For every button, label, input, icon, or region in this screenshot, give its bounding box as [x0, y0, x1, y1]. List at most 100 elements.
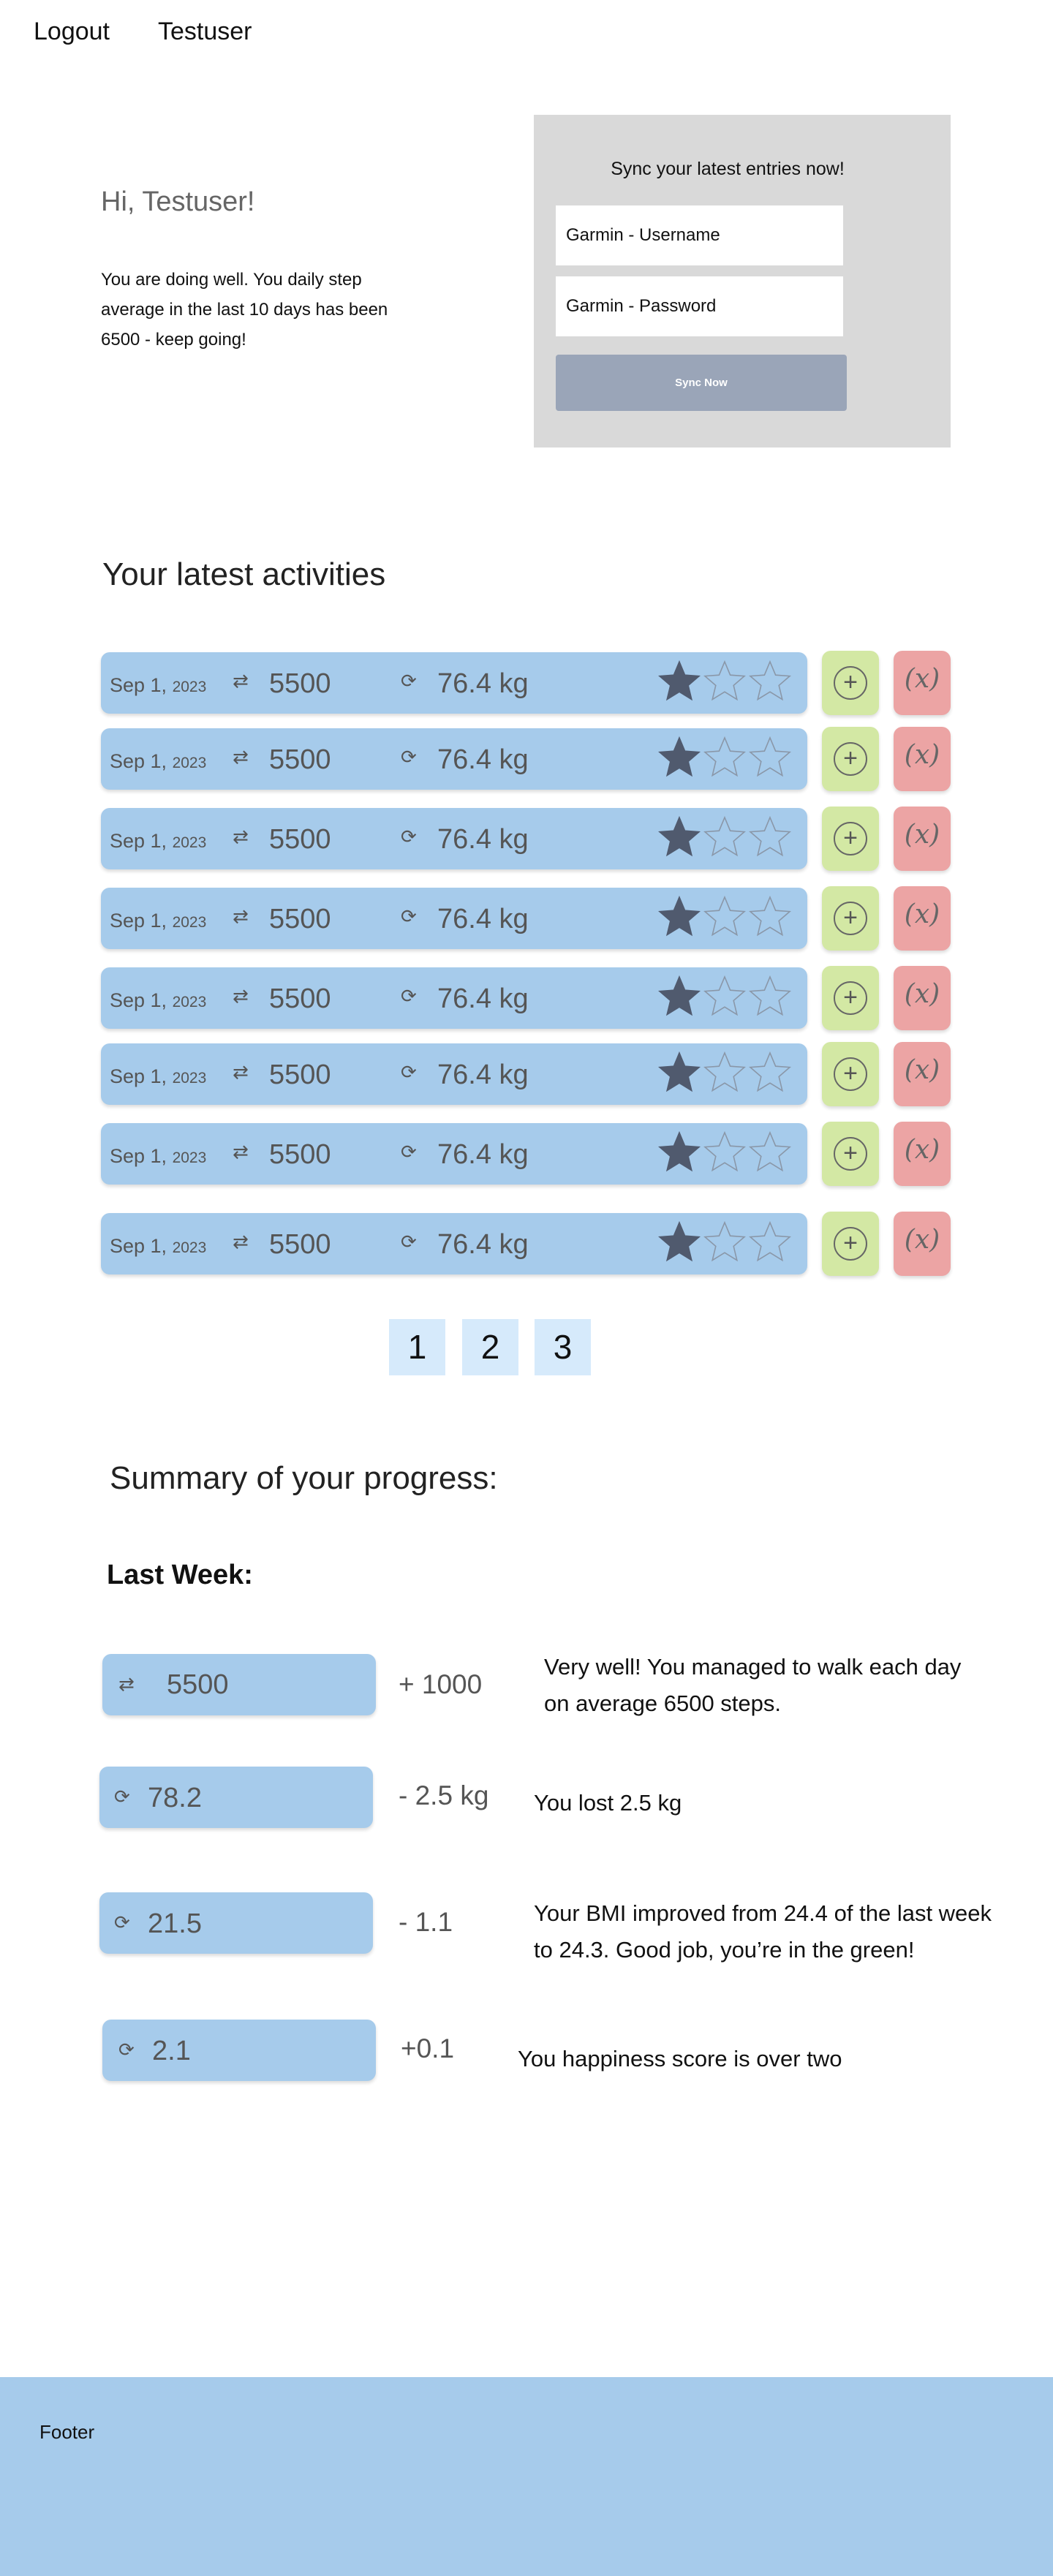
rating-star-icon[interactable] [703, 660, 746, 702]
activity-row: Sep 1, 2023 ⇄ 5500 ⟳ 76.4 kg [101, 728, 807, 790]
activity-row: Sep 1, 2023 ⇄ 5500 ⟳ 76.4 kg [101, 1123, 807, 1185]
delete-activity-button[interactable]: (x) [894, 651, 951, 715]
activity-weight: 76.4 kg [437, 668, 529, 699]
close-x-icon: (x) [904, 899, 940, 929]
rating-star-icon[interactable] [703, 815, 746, 858]
rating-star-icon[interactable] [658, 1220, 701, 1263]
rating-star-icon[interactable] [703, 1220, 746, 1263]
greeting-message: You are doing well. You daily step avera… [101, 270, 388, 350]
rating-star-icon[interactable] [658, 736, 701, 778]
summary-happiness-value: 2.1 [152, 2036, 191, 2066]
rating-star-icon[interactable] [703, 736, 746, 778]
rating-star-icon[interactable] [703, 975, 746, 1017]
swap-arrows-icon: ⇄ [233, 826, 249, 847]
activity-row: Sep 1, 2023 ⇄ 5500 ⟳ 76.4 kg [101, 1213, 807, 1274]
activity-weight: 76.4 kg [437, 1060, 529, 1090]
add-activity-button[interactable]: + [822, 1212, 879, 1276]
summary-weight-text: You lost 2.5 kg [534, 1790, 682, 1816]
add-activity-button[interactable]: + [822, 727, 879, 791]
activity-row: Sep 1, 2023 ⇄ 5500 ⟳ 76.4 kg [101, 888, 807, 949]
greeting-title: Hi, Testuser! [101, 186, 255, 217]
delete-activity-button[interactable]: (x) [894, 1122, 951, 1186]
activity-weight: 76.4 kg [437, 983, 529, 1014]
footer: Footer [0, 2377, 1053, 2576]
summary-bmi-value: 21.5 [148, 1908, 202, 1939]
delete-activity-button[interactable]: (x) [894, 727, 951, 791]
rating-star-icon[interactable] [749, 660, 791, 702]
page-button-3[interactable]: 3 [535, 1319, 591, 1375]
swap-arrows-icon: ⇄ [233, 670, 249, 692]
activity-year: 2023 [172, 994, 207, 1011]
activity-year: 2023 [172, 755, 207, 771]
activity-year: 2023 [172, 1239, 207, 1256]
page-button-2[interactable]: 2 [462, 1319, 518, 1375]
add-activity-button[interactable]: + [822, 651, 879, 715]
refresh-icon: ⟳ [114, 1911, 130, 1933]
logout-link[interactable]: Logout [34, 18, 110, 45]
plus-circle-icon: + [834, 666, 867, 700]
add-activity-button[interactable]: + [822, 1122, 879, 1186]
rating-star-icon[interactable] [703, 895, 746, 937]
refresh-icon: ⟳ [401, 826, 417, 847]
delete-activity-button[interactable]: (x) [894, 1212, 951, 1276]
swap-arrows-icon: ⇄ [233, 905, 249, 927]
rating-star-icon[interactable] [658, 815, 701, 858]
page-button-1[interactable]: 1 [389, 1319, 445, 1375]
add-activity-button[interactable]: + [822, 886, 879, 951]
add-activity-button[interactable]: + [822, 966, 879, 1030]
activities-title: Your latest activities [102, 556, 386, 592]
footer-label: Footer [39, 2421, 95, 2443]
summary-steps-text: Very well! You managed to walk each day … [544, 1654, 962, 1716]
rating-star-icon[interactable] [658, 975, 701, 1017]
plus-circle-icon: + [834, 742, 867, 776]
garmin-password-input[interactable] [556, 276, 843, 336]
sync-now-button[interactable]: Sync Now [556, 355, 847, 411]
summary-happiness-delta: +0.1 [401, 2033, 455, 2063]
plus-circle-icon: + [834, 902, 867, 935]
rating-star-icon[interactable] [658, 895, 701, 937]
refresh-icon: ⟳ [401, 985, 417, 1007]
refresh-icon: ⟳ [401, 1061, 417, 1083]
refresh-icon: ⟳ [401, 1231, 417, 1253]
activity-row: Sep 1, 2023 ⇄ 5500 ⟳ 76.4 kg [101, 967, 807, 1029]
summary-bmi-box: ⟳ 21.5 [99, 1892, 373, 1954]
rating-star-icon[interactable] [749, 1130, 791, 1173]
delete-activity-button[interactable]: (x) [894, 807, 951, 871]
delete-activity-button[interactable]: (x) [894, 886, 951, 951]
plus-circle-icon: + [834, 1227, 867, 1261]
activity-date: Sep 1, 2023 [110, 989, 207, 1011]
activity-steps: 5500 [269, 824, 331, 855]
rating-star-icon[interactable] [749, 736, 791, 778]
add-activity-button[interactable]: + [822, 807, 879, 871]
activity-date: Sep 1, 2023 [110, 830, 207, 852]
rating-star-icon[interactable] [749, 815, 791, 858]
rating-star-icon[interactable] [658, 660, 701, 702]
activity-date: Sep 1, 2023 [110, 910, 207, 932]
rating-star-icon[interactable] [703, 1130, 746, 1173]
rating-star-icon[interactable] [658, 1130, 701, 1173]
rating-star-icon[interactable] [749, 975, 791, 1017]
activity-steps: 5500 [269, 1139, 331, 1170]
delete-activity-button[interactable]: (x) [894, 1042, 951, 1106]
rating-star-icon[interactable] [658, 1051, 701, 1093]
refresh-icon: ⟳ [401, 670, 417, 692]
activity-date: Sep 1, 2023 [110, 750, 207, 772]
add-activity-button[interactable]: + [822, 1042, 879, 1106]
rating-star-icon[interactable] [749, 895, 791, 937]
summary-weight-value: 78.2 [148, 1783, 202, 1813]
summary-period-label: Last Week: [107, 1560, 253, 1590]
refresh-icon: ⟳ [401, 746, 417, 768]
delete-activity-button[interactable]: (x) [894, 966, 951, 1030]
activity-year: 2023 [172, 1149, 207, 1166]
rating-star-icon[interactable] [749, 1051, 791, 1093]
summary-weight-box: ⟳ 78.2 [99, 1767, 373, 1828]
activity-weight: 76.4 kg [437, 1229, 529, 1260]
rating-star-icon[interactable] [749, 1220, 791, 1263]
garmin-username-input[interactable] [556, 205, 843, 265]
refresh-icon: ⟳ [118, 2039, 135, 2061]
rating-star-icon[interactable] [703, 1051, 746, 1093]
username-link[interactable]: Testuser [158, 18, 252, 45]
summary-bmi-delta: - 1.1 [399, 1907, 453, 1937]
close-x-icon: (x) [904, 664, 940, 694]
summary-happiness-box: ⟳ 2.1 [102, 2020, 376, 2081]
